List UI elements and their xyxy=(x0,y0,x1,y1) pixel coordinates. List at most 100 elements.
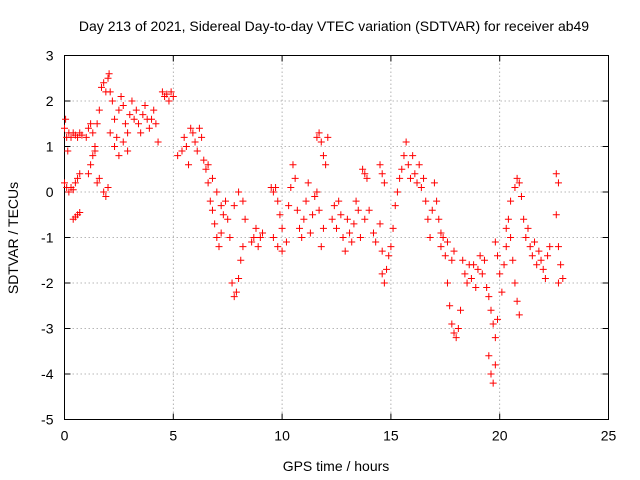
data-point xyxy=(105,70,113,78)
data-point xyxy=(104,74,112,82)
data-point xyxy=(126,111,134,119)
data-point xyxy=(256,234,264,241)
data-point xyxy=(132,106,140,114)
data-point xyxy=(350,220,358,228)
data-point xyxy=(274,197,282,205)
x-axis-label: GPS time / hours xyxy=(283,458,390,474)
data-point xyxy=(387,243,395,251)
data-point xyxy=(400,152,408,160)
data-point xyxy=(211,220,219,228)
data-point xyxy=(182,143,190,150)
data-point xyxy=(385,252,393,260)
data-point xyxy=(195,124,203,132)
data-point xyxy=(217,229,225,237)
data-point xyxy=(100,188,108,196)
data-point xyxy=(87,161,95,169)
data-point xyxy=(124,147,132,155)
data-point xyxy=(524,224,532,232)
data-point xyxy=(420,174,428,182)
data-point xyxy=(552,211,560,219)
data-point xyxy=(539,265,547,273)
data-point xyxy=(91,147,99,155)
data-point xyxy=(483,284,491,292)
data-point xyxy=(61,124,68,132)
data-point xyxy=(102,193,110,201)
data-point xyxy=(89,152,97,160)
chart-title: Day 213 of 2021, Sidereal Day-to-day VTE… xyxy=(79,18,589,34)
data-point xyxy=(528,252,536,260)
y-tick-label: 1 xyxy=(46,139,54,155)
data-point xyxy=(167,88,175,96)
data-point xyxy=(239,243,247,251)
data-point xyxy=(372,238,380,246)
data-point xyxy=(459,256,467,264)
data-point xyxy=(467,274,475,282)
data-point xyxy=(489,379,497,387)
data-point xyxy=(478,270,486,278)
x-tick-label: 5 xyxy=(169,428,177,444)
data-point xyxy=(139,111,147,119)
data-point xyxy=(115,106,123,114)
data-point xyxy=(232,288,240,296)
data-point xyxy=(402,138,410,146)
data-point xyxy=(93,120,101,128)
data-point xyxy=(359,165,367,173)
x-tick-label: 15 xyxy=(383,428,399,444)
data-point xyxy=(435,215,443,223)
data-point xyxy=(348,238,356,246)
data-point xyxy=(189,129,197,137)
data-point xyxy=(254,243,262,251)
data-point xyxy=(356,234,364,241)
data-point xyxy=(365,206,373,214)
data-point xyxy=(511,279,519,287)
data-point xyxy=(154,138,162,146)
data-point xyxy=(108,97,116,105)
data-point xyxy=(134,120,142,128)
data-point xyxy=(185,161,193,169)
data-point xyxy=(272,183,280,191)
data-point xyxy=(380,279,388,287)
data-point xyxy=(306,229,314,237)
data-point xyxy=(278,224,286,232)
x-tick-label: 20 xyxy=(492,428,508,444)
data-point xyxy=(413,179,421,187)
data-point xyxy=(422,197,430,205)
data-point xyxy=(369,229,377,237)
data-point xyxy=(339,234,347,241)
data-point xyxy=(213,188,221,196)
data-point xyxy=(507,197,515,205)
data-point xyxy=(204,161,212,169)
data-point xyxy=(208,206,216,214)
data-point xyxy=(285,202,293,210)
data-point xyxy=(428,206,436,214)
data-point xyxy=(474,265,482,273)
data-point xyxy=(248,238,256,246)
data-point xyxy=(148,115,156,123)
data-point xyxy=(393,188,401,196)
data-point xyxy=(526,243,534,251)
data-point xyxy=(165,97,173,105)
data-point xyxy=(235,274,243,282)
data-point xyxy=(117,92,125,100)
data-point xyxy=(222,197,230,205)
data-point xyxy=(441,252,449,260)
data-point xyxy=(522,234,530,241)
data-point xyxy=(437,229,445,237)
data-point xyxy=(239,197,247,205)
data-point xyxy=(443,279,451,287)
data-point xyxy=(313,188,321,196)
data-point xyxy=(317,138,325,146)
data-point xyxy=(448,256,456,264)
data-point xyxy=(363,174,371,182)
data-point xyxy=(509,256,517,264)
data-point xyxy=(304,179,312,187)
data-point xyxy=(230,202,238,210)
data-point xyxy=(67,133,75,141)
data-point xyxy=(178,147,186,155)
data-point xyxy=(317,243,325,251)
data-point xyxy=(111,115,119,123)
data-point xyxy=(291,174,299,182)
data-point xyxy=(62,115,70,123)
data-point xyxy=(319,224,327,232)
